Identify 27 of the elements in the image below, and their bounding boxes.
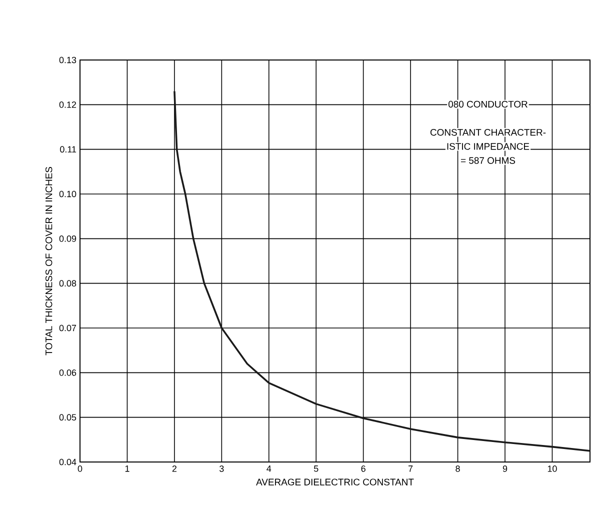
annotation: = 587 OHMS [460,157,516,164]
x-axis-title: AVERAGE DIELECTRIC CONSTANT [256,478,414,486]
x-tick-label: 8 [456,466,460,472]
y-tick-label: 0.11 [60,146,76,153]
x-tick-label: 10 [548,466,557,472]
x-tick-label: 9 [502,466,508,472]
y-tick-label: 0.08 [59,280,76,287]
x-tick-label: 2 [172,466,176,472]
y-tick-label: 0.13 [59,56,76,64]
x-tick-label: 1 [125,466,130,472]
x-tick-label: 7 [408,466,413,472]
y-tick-label: 0.12 [59,101,76,108]
y-tick-label: 0.04 [59,458,76,466]
annotation: ISTIC IMPEDANCE [447,143,530,150]
x-tick-label: 6 [361,466,366,472]
x-tick-label: 4 [266,466,272,472]
x-tick-label: 0 [78,466,82,472]
y-axis-title: TOTAL THICKNESS OF COVER IN INCHES [45,166,52,356]
y-tick-label: 0.05 [59,414,76,421]
y-tick-label: 0.06 [59,369,76,376]
y-tick-label: 0.07 [59,324,76,332]
y-tick-label: 0.10 [59,190,76,198]
y-tick-label: 0.09 [59,235,76,242]
annotation: 080 CONDUCTOR [448,100,528,108]
x-tick-label: 5 [314,466,318,472]
annotation: CONSTANT CHARACTER- [430,129,546,136]
x-tick-label: 3 [220,466,224,472]
